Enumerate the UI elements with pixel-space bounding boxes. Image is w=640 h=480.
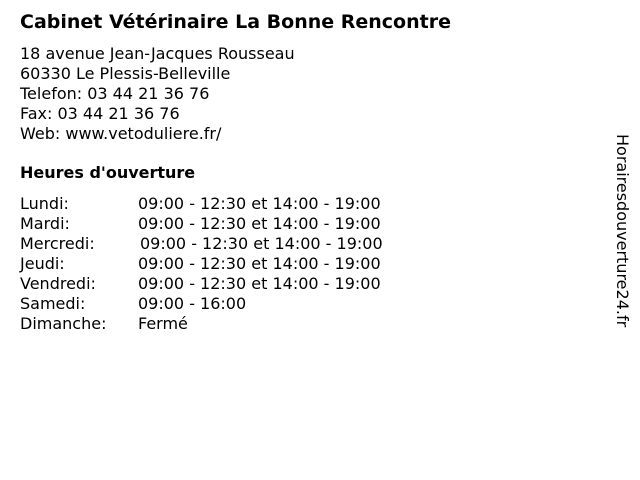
street: 18 avenue Jean-Jacques Rousseau	[20, 44, 295, 63]
address-block: 18 avenue Jean-Jacques Rousseau 60330 Le…	[20, 44, 295, 144]
time: Fermé	[138, 314, 188, 333]
watermark: Horairesdouverture24.fr	[613, 134, 632, 328]
day: Dimanche:	[20, 314, 107, 333]
day: Mardi:	[20, 214, 70, 233]
fax: Fax: 03 44 21 36 76	[20, 104, 180, 123]
time: 09:00 - 12:30 et 14:00 - 19:00	[138, 214, 381, 233]
time: 09:00 - 12:30 et 14:00 - 19:00	[138, 274, 381, 293]
day: Mercredi:	[20, 234, 95, 253]
day: Samedi:	[20, 294, 86, 313]
phone: Telefon: 03 44 21 36 76	[20, 84, 210, 103]
day: Jeudi:	[20, 254, 65, 273]
page-title: Cabinet Vétérinaire La Bonne Rencontre	[20, 11, 451, 33]
website: Web: www.vetoduliere.fr/	[20, 124, 222, 143]
time: 09:00 - 12:30 et 14:00 - 19:00	[140, 234, 383, 253]
hours-heading: Heures d'ouverture	[20, 163, 196, 182]
time: 09:00 - 12:30 et 14:00 - 19:00	[138, 194, 381, 213]
time: 09:00 - 16:00	[138, 294, 247, 313]
day: Vendredi:	[20, 274, 96, 293]
day: Lundi:	[20, 194, 69, 213]
time: 09:00 - 12:30 et 14:00 - 19:00	[138, 254, 381, 273]
city: 60330 Le Plessis-Belleville	[20, 64, 231, 83]
